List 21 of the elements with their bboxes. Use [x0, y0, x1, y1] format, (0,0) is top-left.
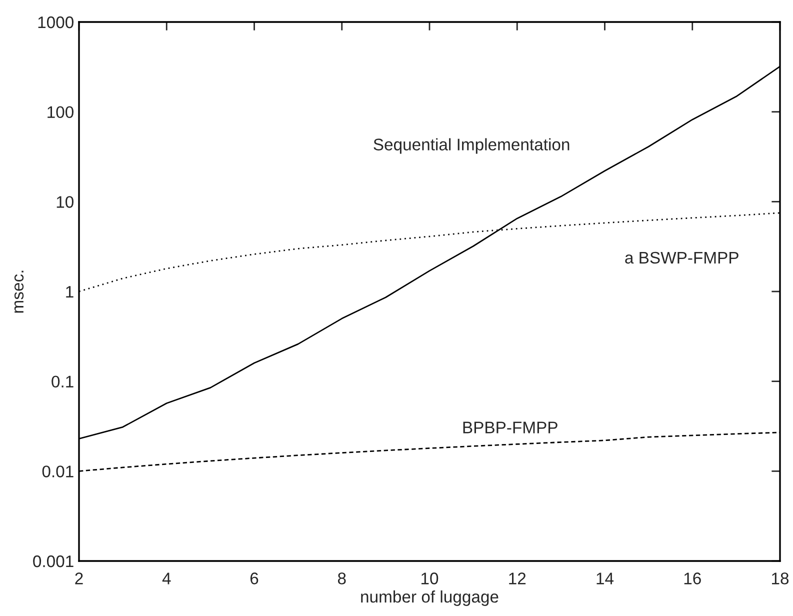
x-tick-label: 8	[338, 572, 346, 584]
series-label: a BSWP-FMPP	[625, 252, 738, 264]
x-tick-label: 12	[509, 572, 526, 584]
y-tick-label: 1000	[38, 16, 74, 28]
y-tick-label: 0.001	[33, 555, 74, 568]
x-tick-label: 14	[596, 572, 614, 584]
x-tick-label: 4	[162, 572, 171, 584]
y-tick-label: 100	[48, 106, 74, 118]
x-tick-label: 2	[75, 572, 83, 584]
series-label: Sequential Implementation	[374, 138, 570, 154]
y-tick-label: 10	[56, 196, 74, 208]
x-tick-label: 18	[772, 572, 789, 584]
x-tick-label: 6	[250, 572, 258, 584]
x-axis-title: number of luggage	[361, 590, 498, 606]
x-tick-label: 16	[684, 572, 701, 584]
y-tick-label: 0.01	[42, 466, 74, 478]
x-tick-label: 10	[422, 572, 438, 584]
series-label: BPBP-FMPP	[463, 422, 558, 434]
y-tick-label: 1	[66, 286, 74, 298]
y-tick-label: 0.1	[52, 376, 74, 388]
y-axis-title: msec.	[14, 270, 24, 313]
